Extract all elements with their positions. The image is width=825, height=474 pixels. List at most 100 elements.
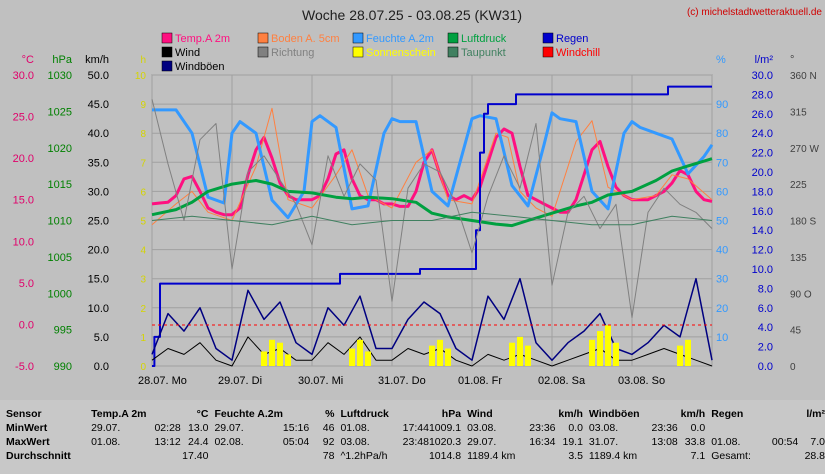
stats-cell: 13:12 — [154, 436, 181, 448]
legend-swatch — [161, 46, 173, 58]
axis-tick-lm2: 4.0 — [758, 322, 773, 334]
axis-tick-lm2: 18.0 — [752, 186, 773, 198]
axis-tick-hours: 9 — [140, 100, 146, 111]
axis-tick-hours: 0 — [140, 362, 146, 373]
stats-cell: 1009.1 — [428, 422, 462, 434]
stats-cell: Wind — [467, 408, 493, 420]
stats-cell — [529, 407, 555, 421]
axis-tick-kmh: 0.0 — [94, 361, 109, 373]
axis-tick-celsius: 0.0 — [19, 319, 34, 331]
chart-title: Woche 28.07.25 - 03.08.25 (KW31) — [302, 7, 522, 23]
stats-cell: 03.08. — [340, 436, 370, 448]
series-line-feuchte-a-2m — [152, 108, 714, 220]
stats-row: Sensor Temp.A 2m °C Feuchte A.2m% Luftdruck h… — [6, 407, 825, 421]
stats-cell — [283, 449, 309, 463]
axis-tick-lm2: 22.0 — [752, 148, 773, 160]
stats-cell: 19.1 — [562, 436, 583, 448]
legend-swatch — [257, 32, 269, 44]
sunshine-bar — [269, 339, 275, 366]
sunshine-bar — [349, 348, 355, 366]
stats-cell: 33.8 — [684, 436, 706, 448]
stats-cell: 03.08. — [467, 422, 497, 434]
stats-cell: km/h — [558, 408, 583, 420]
axis-tick-kmh: 30.0 — [88, 186, 109, 198]
stats-cell — [772, 449, 798, 463]
stats-cell: Sensor — [6, 408, 42, 420]
stats-cell: 78 — [322, 450, 335, 462]
series-line-taupunkt — [151, 211, 713, 226]
stats-cell: 01.08. — [340, 422, 370, 434]
legend-swatch — [542, 46, 554, 58]
stats-cell: 15:16 — [282, 422, 310, 434]
stats-cell: 46 — [322, 422, 335, 434]
axis-tick-hours: 4 — [140, 246, 146, 257]
axis-tick-kmh: 20.0 — [88, 245, 109, 257]
axis-tick-lm2: 2.0 — [758, 342, 773, 354]
axis-tick-degree: 135 — [790, 253, 807, 264]
stats-cell: 24.4 — [188, 436, 209, 448]
sunshine-bar — [429, 345, 435, 366]
statistics-panel: Sensor Temp.A 2m °C Feuchte A.2m% Luftdruck h… — [0, 400, 825, 474]
stats-cell — [772, 407, 798, 421]
axis-tick-kmh: 45.0 — [88, 99, 109, 111]
stats-cell — [652, 407, 678, 421]
sunshine-bar — [445, 348, 451, 366]
axis-tick-kmh: 10.0 — [88, 303, 109, 315]
stats-cell: 17:44 — [402, 422, 429, 434]
stats-cell — [154, 407, 180, 421]
legend-label: Sonnenschein — [366, 47, 436, 59]
axis-tick-hours: 1 — [140, 333, 146, 344]
axis-tick-hpa: 990 — [54, 361, 72, 373]
axis-tick-lm2: 26.0 — [752, 109, 773, 121]
axis-tick-celsius: 25.0 — [13, 112, 34, 124]
axis-tick-degree: 0 — [790, 362, 796, 373]
stats-cell: 92 — [322, 436, 335, 448]
axis-tick-hours: 2 — [140, 304, 146, 315]
axis-tick-kmh: 35.0 — [88, 157, 109, 169]
legend-swatch — [257, 46, 269, 58]
stats-cell — [403, 407, 429, 421]
axis-tick-celsius: 20.0 — [13, 153, 34, 165]
axis-tick-percent: 40 — [716, 245, 728, 257]
stats-cell — [772, 421, 798, 435]
stats-cell: Luftdruck — [340, 408, 389, 420]
sunshine-bar — [605, 325, 611, 366]
axis-unit-degree: ° — [790, 54, 794, 66]
axis-tick-hours: 5 — [140, 217, 146, 228]
stats-cell — [283, 407, 309, 421]
legend-label: Luftdruck — [461, 33, 507, 45]
legend-label: Richtung — [271, 47, 314, 59]
legend-label: Wind — [175, 47, 200, 59]
axis-tick-celsius: -5.0 — [15, 361, 34, 373]
stats-cell: % — [325, 408, 335, 420]
sunshine-bar — [261, 351, 267, 366]
axis-tick-kmh: 5.0 — [94, 332, 109, 344]
stats-cell: 13.0 — [188, 422, 209, 434]
legend-label: Boden A. 5cm — [271, 33, 340, 45]
sunshine-bar — [285, 354, 291, 366]
stats-cell — [652, 449, 678, 463]
legend-label: Taupunkt — [461, 47, 506, 59]
axis-tick-kmh: 25.0 — [88, 216, 109, 228]
axis-tick-hours: 10 — [135, 71, 147, 82]
stats-cell: 29.07. — [467, 436, 497, 448]
stats-cell: 03.08. — [588, 422, 619, 434]
stats-cell: 00:54 — [771, 436, 799, 448]
legend-swatch — [161, 60, 173, 72]
sunshine-bar — [589, 339, 595, 366]
stats-cell — [85, 449, 154, 463]
stats-cell — [403, 449, 429, 463]
sunshine-bar — [437, 339, 443, 366]
stats-cell: 02:28 — [154, 422, 181, 434]
stats-cell: 3.5 — [568, 450, 583, 462]
x-tick-label: 31.07. Do — [378, 375, 426, 387]
stats-cell: MaxWert — [6, 436, 50, 448]
x-tick-label: 02.08. Sa — [538, 375, 586, 387]
stats-cell: 31.07. — [588, 436, 619, 448]
stats-cell: Gesamt: — [711, 450, 751, 462]
sunshine-bar — [685, 339, 691, 366]
stats-cell — [154, 449, 180, 463]
stats-cell: 01.08. — [711, 436, 741, 448]
stats-cell: ^1.2hPa/h — [340, 450, 388, 462]
series-line-luftdruck — [151, 157, 713, 228]
